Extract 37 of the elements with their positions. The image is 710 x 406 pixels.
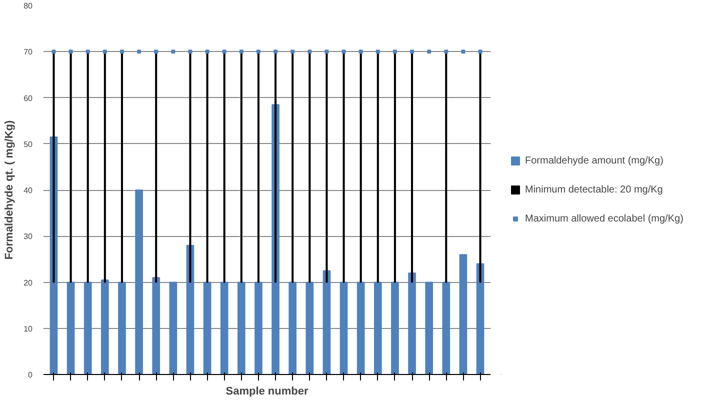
- bar: [408, 272, 416, 374]
- legend-label: Minimum detectable: 20 mg/Kg: [525, 184, 663, 195]
- y-tick-label: 0: [28, 370, 34, 380]
- bar: [152, 277, 160, 374]
- bar: [306, 282, 314, 374]
- y-tick-label: 50: [24, 140, 34, 149]
- bar: [459, 254, 468, 374]
- y-tick-label: 70: [24, 48, 34, 57]
- bar: [476, 263, 484, 374]
- bar: [391, 282, 399, 374]
- bar: [203, 282, 212, 374]
- legend-label: Maximum allowed ecolabel (mg/Kg): [525, 213, 684, 224]
- y-tick-label: 10: [24, 324, 34, 334]
- bar: [118, 282, 126, 374]
- x-axis-title: Sample number: [226, 386, 309, 398]
- y-tick-label: 40: [24, 186, 34, 195]
- y-tick-label: 20: [24, 278, 34, 288]
- bar: [254, 282, 262, 374]
- bar: [101, 279, 109, 374]
- y-tick-label: 80: [24, 2, 34, 10]
- bar: [442, 282, 450, 374]
- bar: [322, 270, 331, 374]
- y-axis-title: Formaldehyde qt. ( mg/Kg): [4, 120, 16, 260]
- bar: [66, 282, 75, 374]
- bar: [425, 282, 433, 374]
- bar: [374, 282, 382, 374]
- bar: [288, 282, 297, 374]
- y-tick-label: 30: [24, 232, 34, 242]
- bar: [237, 282, 246, 374]
- bar: [340, 282, 348, 374]
- legend-label: Formaldehyde amount (mg/Kg): [525, 155, 664, 166]
- bar: [356, 282, 365, 374]
- bar: [220, 282, 228, 374]
- y-tick-label: 60: [24, 94, 34, 103]
- bar: [169, 282, 178, 374]
- bar: [135, 190, 143, 374]
- bar: [84, 282, 92, 374]
